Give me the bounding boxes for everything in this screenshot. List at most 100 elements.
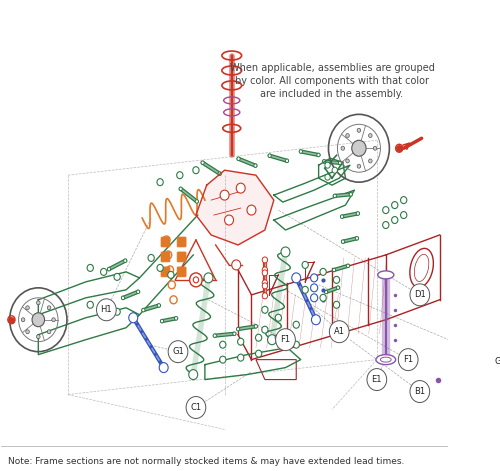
Circle shape bbox=[490, 350, 500, 373]
Circle shape bbox=[218, 172, 222, 176]
Circle shape bbox=[114, 273, 120, 280]
Circle shape bbox=[262, 293, 268, 299]
Circle shape bbox=[36, 335, 40, 339]
Circle shape bbox=[52, 318, 56, 322]
Circle shape bbox=[262, 280, 268, 286]
Circle shape bbox=[262, 326, 268, 333]
Circle shape bbox=[324, 290, 328, 294]
Circle shape bbox=[157, 264, 163, 271]
Circle shape bbox=[22, 318, 25, 322]
Circle shape bbox=[190, 273, 202, 287]
Circle shape bbox=[170, 296, 177, 304]
Circle shape bbox=[108, 268, 110, 271]
Circle shape bbox=[236, 327, 240, 331]
Circle shape bbox=[400, 196, 407, 203]
Text: When applicable, assemblies are grouped
by color. All components with that color: When applicable, assemblies are grouped … bbox=[230, 63, 434, 99]
Circle shape bbox=[357, 128, 360, 132]
Circle shape bbox=[262, 267, 268, 273]
Circle shape bbox=[96, 299, 116, 321]
FancyBboxPatch shape bbox=[161, 237, 170, 247]
Circle shape bbox=[159, 363, 168, 373]
Circle shape bbox=[320, 294, 326, 301]
Circle shape bbox=[382, 207, 389, 213]
Circle shape bbox=[334, 301, 340, 309]
Circle shape bbox=[320, 268, 326, 276]
Circle shape bbox=[237, 157, 240, 161]
Circle shape bbox=[325, 162, 330, 168]
Circle shape bbox=[158, 304, 160, 307]
Circle shape bbox=[160, 319, 164, 323]
Circle shape bbox=[254, 164, 257, 167]
Circle shape bbox=[334, 276, 340, 284]
Circle shape bbox=[382, 221, 389, 228]
Circle shape bbox=[346, 159, 350, 163]
Circle shape bbox=[48, 306, 51, 310]
Circle shape bbox=[398, 349, 418, 371]
Circle shape bbox=[410, 284, 430, 306]
Text: F1: F1 bbox=[403, 355, 413, 364]
FancyBboxPatch shape bbox=[177, 252, 186, 262]
Circle shape bbox=[310, 294, 318, 302]
Circle shape bbox=[256, 350, 262, 357]
Circle shape bbox=[368, 159, 372, 163]
Circle shape bbox=[114, 309, 120, 315]
Text: H1: H1 bbox=[100, 305, 112, 314]
Circle shape bbox=[232, 260, 240, 270]
Circle shape bbox=[357, 164, 360, 168]
Circle shape bbox=[322, 160, 326, 163]
Circle shape bbox=[238, 354, 244, 361]
Circle shape bbox=[352, 140, 366, 156]
Circle shape bbox=[236, 183, 245, 193]
Polygon shape bbox=[196, 170, 274, 245]
Circle shape bbox=[186, 397, 206, 418]
Circle shape bbox=[341, 146, 344, 150]
Circle shape bbox=[168, 281, 175, 289]
Circle shape bbox=[367, 369, 386, 390]
Circle shape bbox=[100, 268, 107, 276]
Circle shape bbox=[122, 296, 124, 300]
Circle shape bbox=[310, 284, 318, 292]
Circle shape bbox=[302, 286, 308, 293]
Circle shape bbox=[336, 286, 340, 290]
Circle shape bbox=[356, 236, 358, 240]
Circle shape bbox=[220, 356, 226, 363]
Text: A1: A1 bbox=[334, 327, 344, 336]
Circle shape bbox=[163, 236, 170, 244]
Circle shape bbox=[281, 247, 290, 257]
Circle shape bbox=[262, 257, 268, 263]
Circle shape bbox=[36, 301, 40, 305]
Circle shape bbox=[293, 341, 300, 348]
Text: G1: G1 bbox=[172, 347, 184, 356]
Circle shape bbox=[346, 134, 350, 138]
Circle shape bbox=[204, 273, 213, 283]
Text: B1: B1 bbox=[414, 387, 426, 396]
FancyBboxPatch shape bbox=[161, 267, 170, 277]
Circle shape bbox=[356, 211, 360, 215]
Circle shape bbox=[293, 321, 300, 328]
Circle shape bbox=[174, 317, 178, 320]
Circle shape bbox=[168, 271, 174, 278]
Circle shape bbox=[193, 167, 199, 174]
Circle shape bbox=[275, 314, 281, 321]
Circle shape bbox=[157, 179, 163, 186]
Circle shape bbox=[233, 332, 236, 335]
FancyBboxPatch shape bbox=[177, 237, 186, 247]
Circle shape bbox=[410, 381, 430, 403]
Circle shape bbox=[195, 200, 198, 203]
Circle shape bbox=[224, 215, 234, 225]
Circle shape bbox=[325, 174, 330, 180]
Circle shape bbox=[276, 329, 295, 350]
Text: C1: C1 bbox=[190, 403, 202, 412]
Circle shape bbox=[168, 341, 188, 363]
Circle shape bbox=[142, 309, 145, 312]
Circle shape bbox=[338, 161, 342, 165]
Circle shape bbox=[201, 161, 204, 164]
Circle shape bbox=[48, 330, 51, 334]
Circle shape bbox=[87, 301, 94, 309]
Circle shape bbox=[256, 334, 262, 341]
Circle shape bbox=[26, 306, 30, 310]
Circle shape bbox=[220, 341, 226, 348]
Circle shape bbox=[346, 264, 350, 268]
Circle shape bbox=[349, 193, 352, 196]
Circle shape bbox=[340, 215, 344, 219]
